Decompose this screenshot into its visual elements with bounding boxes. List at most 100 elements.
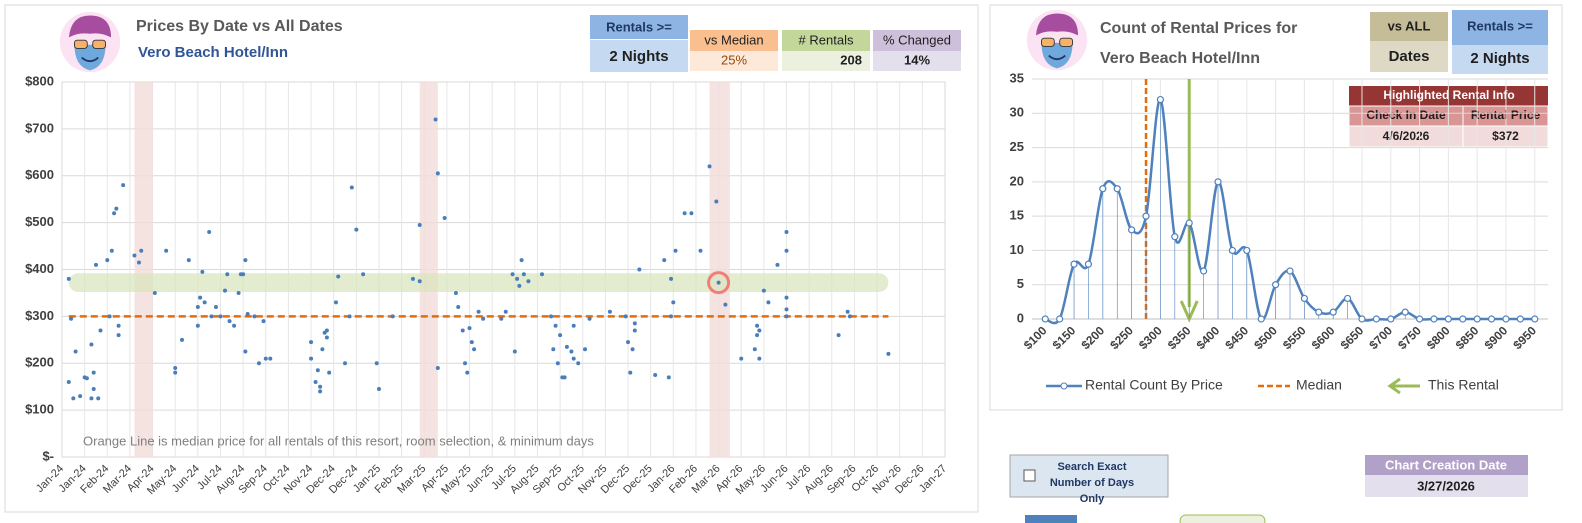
point [465,370,470,375]
point [336,274,341,279]
point [313,380,318,384]
box-value: 2 Nights [1470,50,1529,67]
point [630,347,635,352]
y-tick-label: $100 [25,402,54,417]
legend-label: Rental Count By Price [1085,377,1223,393]
point [723,302,728,307]
point [318,389,323,394]
table-header: Check In Date [1366,108,1446,122]
point [1372,315,1380,323]
button-edge[interactable] [1025,515,1077,523]
x-tick-label: $850 [1453,323,1482,352]
point [1358,315,1366,323]
point [623,314,628,319]
x-tick-label: $900 [1482,323,1511,352]
shaded-period [709,82,730,457]
logo [58,10,122,74]
point [256,361,261,366]
point [1430,315,1438,323]
point [1185,219,1193,227]
y-tick-label: 20 [1010,173,1024,188]
point [164,248,169,253]
point [558,333,563,338]
shaded-period [134,82,153,457]
point [410,276,415,281]
point [195,323,200,328]
box-value: 25% [721,52,747,67]
point [263,356,268,361]
y-tick-label: 30 [1010,105,1024,120]
x-tick-label: $550 [1280,323,1309,352]
checkbox[interactable] [1023,469,1036,482]
table-title: Highlighted Rental Info [1383,88,1514,102]
y-tick-label: $700 [25,120,54,135]
point [637,267,642,272]
point [309,340,314,345]
point [499,316,504,321]
point [1070,260,1078,268]
point [476,309,481,314]
point [245,312,250,317]
point [845,309,850,314]
box-body [1452,45,1548,74]
point [1286,267,1294,275]
x-tick-label: $200 [1078,323,1107,352]
x-tick-label: $650 [1338,323,1367,352]
point [564,344,569,349]
point [243,349,248,354]
point [1272,281,1280,289]
point [784,230,789,234]
point [1099,185,1107,193]
point [576,361,581,366]
point [213,305,218,309]
point [227,319,232,324]
shaded-period [419,82,438,457]
point [553,323,558,328]
point [752,347,757,352]
point [1200,267,1208,275]
point [628,370,633,375]
box-label: vs ALL [1388,18,1431,33]
box-head [1370,12,1448,41]
point [121,183,126,188]
highlight-ring [707,271,731,295]
point [784,314,789,319]
point [347,314,352,319]
point [327,370,332,375]
point [1142,212,1150,220]
point [453,290,458,295]
y-tick-label: $300 [25,308,54,323]
point [114,206,119,211]
point [179,337,184,342]
point [469,340,474,345]
point [173,365,178,370]
plot-border [61,81,946,458]
point [1214,178,1222,186]
y-tick-label: 15 [1010,208,1024,223]
y-tick-label: 25 [1010,139,1024,154]
point [714,199,719,204]
point [571,323,576,328]
point [225,272,230,277]
box-body [873,51,961,71]
point [84,376,89,381]
box-body [782,51,870,71]
point [836,333,841,338]
legend-marker [1060,382,1068,390]
point [739,356,744,361]
point [207,230,212,234]
button-edge[interactable] [1179,514,1266,523]
point [139,248,144,253]
point [105,258,110,263]
x-tick-label: $950 [1510,323,1539,352]
box-label: Rentals >= [1467,18,1533,33]
point [320,347,325,352]
point [435,365,440,370]
point [526,279,531,284]
point [707,164,712,169]
point [571,356,576,361]
point [1228,246,1237,255]
chart-note: Orange Line is median price for all rent… [83,433,594,448]
x-tick-label: $700 [1366,323,1395,352]
point [784,307,789,312]
